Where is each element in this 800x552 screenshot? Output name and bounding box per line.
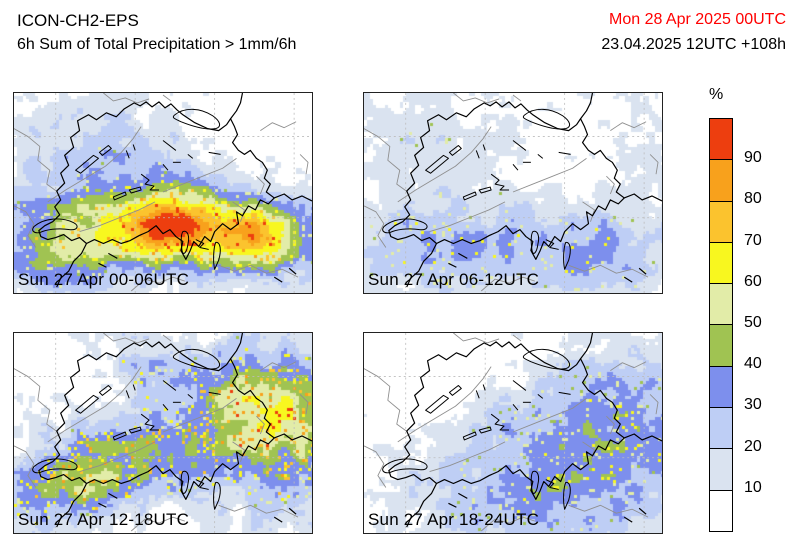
colorbar-segment: [710, 159, 732, 201]
colorbar-tick-label: 90: [744, 149, 762, 167]
colorbar-segment: [710, 489, 732, 531]
colorbar-tick-label: 20: [744, 437, 762, 455]
legend-unit-label: %: [709, 86, 724, 103]
colorbar-tick-label: 40: [744, 355, 762, 373]
valid-time-label: Mon 28 Apr 2025 00UTC: [609, 11, 786, 28]
panel-caption: Sun 27 Apr 12-18UTC: [18, 510, 190, 529]
map-panel-18-24: Sun 27 Apr 18-24UTC: [363, 332, 663, 534]
colorbar-segment: [710, 448, 732, 490]
map-panel-00-06: Sun 27 Apr 00-06UTC: [13, 92, 313, 294]
map-panel-12-18: Sun 27 Apr 12-18UTC: [13, 332, 313, 534]
precipitation-probability-field: [364, 93, 662, 293]
switzerland-map-overlay: [14, 333, 312, 533]
product-subtitle: 6h Sum of Total Precipitation > 1mm/6h: [17, 36, 297, 53]
colorbar-tick-label: 60: [744, 272, 762, 290]
probability-legend: % 90 80 70 60 50 40 30 20 10: [706, 86, 796, 546]
map-panel-06-12: Sun 27 Apr 06-12UTC: [363, 92, 663, 294]
colorbar-segment: [710, 119, 732, 160]
colorbar-segment: [710, 407, 732, 449]
panel-caption: Sun 27 Apr 00-06UTC: [18, 270, 190, 289]
colorbar-segment: [710, 241, 732, 284]
precipitation-probability-field: [14, 333, 312, 533]
precipitation-probability-field: [364, 333, 662, 533]
colorbar-segment: [710, 324, 732, 366]
panel-caption: Sun 27 Apr 06-12UTC: [368, 270, 540, 289]
colorbar-tick-label: 50: [744, 314, 762, 331]
colorbar-tick-label: 70: [744, 231, 762, 249]
init-time-label: 23.04.2025 12UTC +108h: [601, 36, 786, 53]
switzerland-map-overlay: [364, 93, 662, 293]
colorbar: [709, 118, 733, 532]
colorbar-tick-label: 80: [744, 190, 762, 208]
switzerland-map-overlay: [14, 93, 312, 293]
panel-caption: Sun 27 Apr 18-24UTC: [368, 510, 540, 529]
colorbar-tick-label: 10: [744, 478, 762, 496]
precipitation-probability-field: [14, 93, 312, 293]
model-title: ICON-CH2-EPS: [17, 11, 139, 30]
colorbar-segment: [710, 365, 732, 408]
switzerland-map-overlay: [364, 333, 662, 533]
colorbar-tick-label: 30: [744, 396, 762, 414]
colorbar-segment: [710, 200, 732, 242]
colorbar-segment: [710, 283, 732, 325]
